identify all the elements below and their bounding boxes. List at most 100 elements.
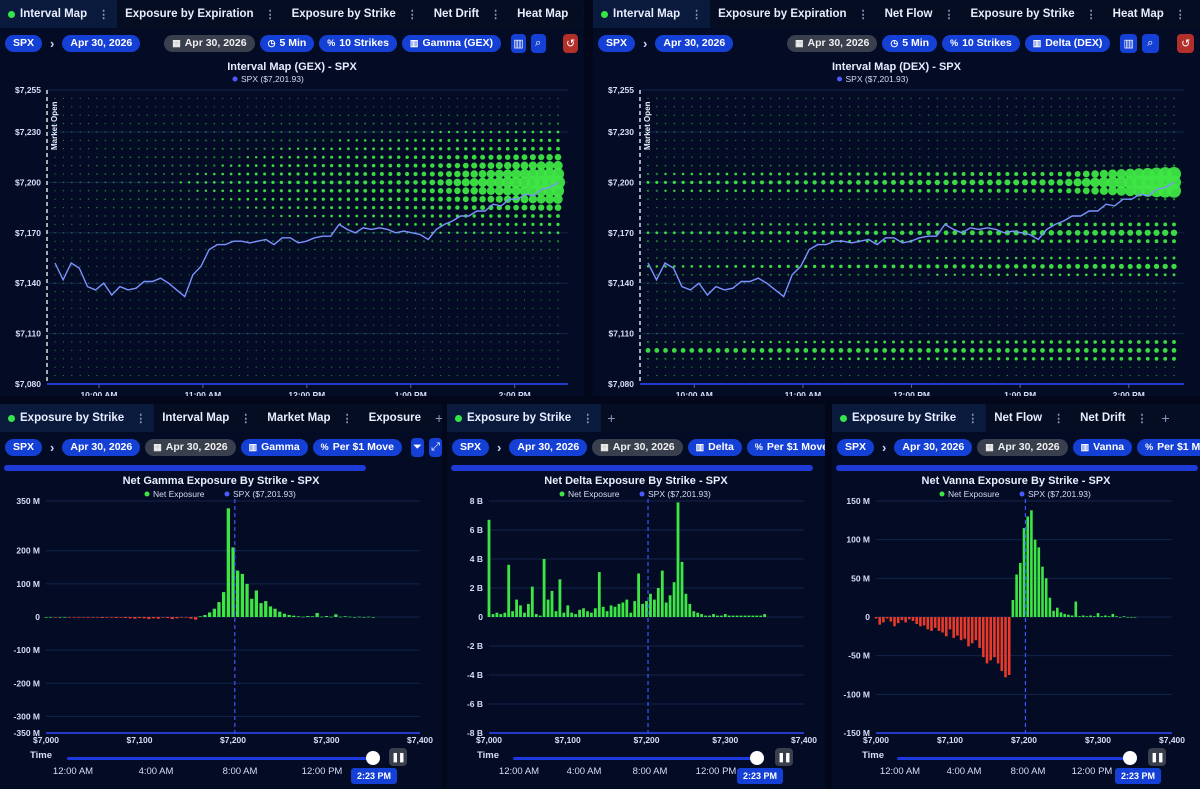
date-picker[interactable]: ▦ Apr 30, 2026 [786, 34, 878, 52]
tab-exposure-by-expiration[interactable]: Exposure by Expiration ⋮ [117, 0, 283, 28]
exposure-bubble [1120, 332, 1123, 335]
kebab-menu-icon[interactable]: ⋮ [1085, 8, 1097, 21]
date-picker[interactable]: ▦ Apr 30, 2026 [145, 438, 236, 456]
symbol-selector[interactable]: SPX [598, 34, 636, 52]
tab-net-drift[interactable]: Net Drift ⋮ [1072, 404, 1155, 432]
exposure-bubble [188, 223, 190, 226]
expiration-selector[interactable]: Apr 30, 2026 [62, 438, 141, 456]
exposure-bubble [936, 256, 939, 260]
tab-interval-map[interactable]: Interval Map ⋮ [0, 0, 118, 28]
time-slider-track[interactable] [513, 757, 757, 760]
tab-net-drift[interactable]: Net Drift ⋮ [426, 0, 509, 28]
unit-selector[interactable]: %Per $1 Move [312, 438, 402, 456]
kebab-menu-icon[interactable]: ⋮ [264, 8, 276, 21]
tab-exposure-by-strike[interactable]: Exposure by Strike ⋮ [832, 404, 987, 432]
strikes-selector[interactable]: % 10 Strikes [942, 34, 1020, 52]
kebab-menu-icon[interactable]: ⋮ [1136, 412, 1148, 425]
greek-selector[interactable]: ▥ Gamma [240, 438, 308, 456]
expand-button[interactable]: ⤢ [428, 437, 442, 457]
tab-exposure[interactable]: Exposure [361, 404, 429, 432]
time-slider-track[interactable] [67, 757, 373, 760]
filter-button[interactable]: ⏷ [410, 437, 424, 457]
tab-exposure-by-strike[interactable]: Exposure by Strike ⋮ [447, 404, 602, 432]
kebab-menu-icon[interactable]: ⋮ [406, 8, 418, 21]
kebab-menu-icon[interactable]: ⋮ [341, 412, 353, 425]
kebab-menu-icon[interactable]: ⋮ [943, 8, 955, 21]
search-button[interactable]: ⌕ [530, 33, 546, 53]
exposure-bubble [162, 189, 166, 192]
tab-exposure-by-expiration[interactable]: Exposure by Expiration ⋮ [710, 0, 876, 28]
symbol-selector[interactable]: SPX [5, 34, 43, 52]
tab-market-map[interactable]: Market Map ⋮ [259, 404, 360, 432]
greek-selector[interactable]: ▥ Vanna [1072, 438, 1133, 456]
tab-interval-map[interactable]: Interval Map ⋮ [154, 404, 259, 432]
kebab-menu-icon[interactable]: ⋮ [967, 412, 979, 425]
kebab-menu-icon[interactable]: ⋮ [98, 8, 110, 21]
greek-selector[interactable]: ▥ Gamma (GEX) [401, 34, 502, 52]
bar-chart-button[interactable]: ▥ [1120, 33, 1138, 53]
exposure-bubble [557, 299, 559, 301]
pause-button[interactable]: ❚❚ [775, 748, 793, 766]
time-slider-handle[interactable] [750, 751, 764, 765]
tab-exposure-by-strike[interactable]: Exposure by Strike ⋮ [962, 0, 1104, 28]
add-tab-icon[interactable]: + [607, 410, 616, 426]
history-button[interactable]: ↺ [1177, 33, 1195, 53]
interval-selector[interactable]: ◷ 5 Min [259, 34, 315, 52]
date-picker[interactable]: ▦ Apr 30, 2026 [592, 438, 683, 456]
time-slider-track[interactable] [897, 757, 1135, 760]
exposure-bubble [822, 332, 824, 335]
kebab-menu-icon[interactable]: ⋮ [582, 412, 594, 425]
tab-interval-map[interactable]: Interval Map ⋮ [593, 0, 711, 28]
tab-exposure-by-strike[interactable]: Exposure by Strike ⋮ [0, 404, 155, 432]
exposure-bubble [490, 324, 492, 326]
time-slider-handle[interactable] [1123, 751, 1137, 765]
exposure-bubble [489, 222, 493, 226]
search-button[interactable]: ⌕ [1142, 33, 1159, 53]
exposure-bubble [331, 257, 333, 259]
expiration-selector[interactable]: Apr 30, 2026 [894, 438, 973, 456]
add-tab-icon[interactable]: + [435, 410, 442, 426]
strikes-selector[interactable]: % 10 Strikes [319, 34, 397, 52]
tab-heat-map[interactable]: Heat Map⋮ [509, 0, 584, 28]
kebab-menu-icon[interactable]: ⋮ [135, 412, 147, 425]
expiration-selector[interactable]: Apr 30, 2026 [509, 438, 588, 456]
add-tab-icon[interactable]: + [1194, 6, 1200, 22]
exposure-bubble [238, 366, 240, 368]
exposure-bubble [54, 240, 56, 242]
tab-heat-map[interactable]: Heat Map⋮ [1105, 0, 1194, 28]
symbol-selector[interactable]: SPX [452, 438, 490, 456]
kebab-menu-icon[interactable]: ⋮ [579, 8, 584, 21]
add-tab-icon[interactable]: + [1161, 410, 1170, 426]
kebab-menu-icon[interactable]: ⋮ [1053, 412, 1065, 425]
symbol-selector[interactable]: SPX [837, 438, 875, 456]
unit-selector[interactable]: %Per $1 Move [1137, 438, 1200, 456]
date-picker[interactable]: ▦ Apr 30, 2026 [164, 34, 255, 52]
kebab-menu-icon[interactable]: ⋮ [240, 412, 252, 425]
exposure-bubble [188, 257, 190, 259]
greek-selector[interactable]: ▥ Delta [687, 438, 742, 456]
history-button[interactable]: ↺ [563, 33, 578, 53]
greek-selector[interactable]: ▥ Delta (DEX) [1024, 34, 1111, 52]
kebab-menu-icon[interactable]: ⋮ [1174, 8, 1186, 21]
expiration-selector[interactable]: Apr 30, 2026 [655, 34, 734, 52]
time-slider-handle[interactable] [366, 751, 380, 765]
kebab-menu-icon[interactable]: ⋮ [691, 8, 703, 21]
exposure-bubble [498, 122, 501, 125]
pause-button[interactable]: ❚❚ [1148, 748, 1166, 766]
bar-chart-button[interactable]: ▥ [511, 33, 526, 53]
pause-button[interactable]: ❚❚ [389, 748, 407, 766]
exposure-bubble [96, 190, 98, 192]
unit-selector[interactable]: %Per $1 Move [746, 438, 825, 456]
exposure-bubble [473, 324, 475, 326]
date-picker[interactable]: ▦ Apr 30, 2026 [977, 438, 1068, 456]
exposure-bubble [557, 248, 559, 251]
symbol-selector[interactable]: SPX [5, 438, 43, 456]
interval-selector[interactable]: ◷ 5 Min [882, 34, 938, 52]
kebab-menu-icon[interactable]: ⋮ [857, 8, 869, 21]
tab-exposure-by-strike[interactable]: Exposure by Strike ⋮ [284, 0, 426, 28]
kebab-menu-icon[interactable]: ⋮ [490, 8, 502, 21]
tab-net-flow[interactable]: Net Flow ⋮ [986, 404, 1072, 432]
tab-net-flow[interactable]: Net Flow ⋮ [877, 0, 963, 28]
expiration-selector[interactable]: Apr 30, 2026 [62, 34, 141, 52]
legend-dot-icon [144, 491, 150, 497]
